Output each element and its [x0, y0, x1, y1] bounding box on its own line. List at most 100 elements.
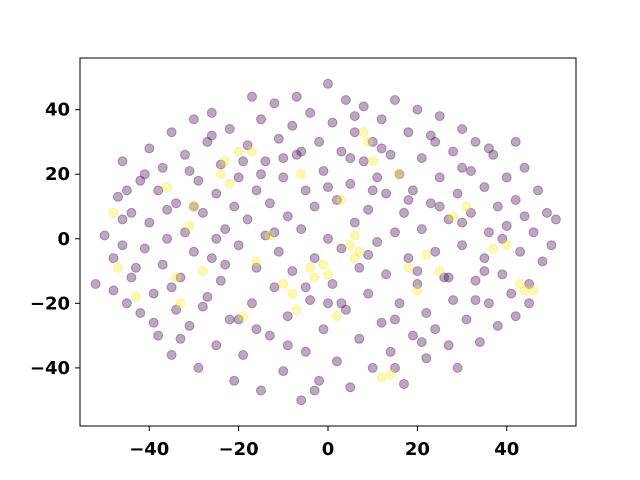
scatter-point [175, 298, 186, 309]
scatter-point [407, 330, 418, 341]
scatter-point [309, 385, 320, 396]
scatter-point [474, 337, 485, 348]
scatter-point [448, 295, 459, 306]
scatter-point [144, 217, 155, 228]
scatter-point [345, 382, 356, 393]
scatter-point [175, 333, 186, 344]
scatter-point [524, 279, 535, 289]
scatter-point [340, 304, 351, 315]
scatter-point [121, 185, 132, 196]
scatter-point [197, 266, 208, 277]
scatter-point [153, 330, 164, 341]
scatter-point [148, 317, 159, 328]
scatter-point [443, 214, 454, 225]
scatter-point [466, 207, 476, 218]
scatter-point [193, 175, 204, 186]
scatter-point [403, 127, 414, 138]
scatter-point [421, 353, 432, 364]
scatter-point [515, 246, 526, 257]
scatter-point [157, 259, 168, 270]
scatter-point [457, 240, 468, 251]
scatter-point [524, 298, 535, 309]
scatter-point [336, 195, 347, 205]
scatter-point [162, 204, 173, 215]
scatter-point [113, 262, 123, 273]
x-axis-ticks: −40 −20 0 20 40 [129, 426, 519, 460]
scatter-point [448, 146, 459, 157]
scatter-point [233, 172, 244, 183]
scatter-point [171, 272, 182, 283]
scatter-point [238, 350, 249, 360]
scatter-point [323, 182, 333, 193]
scatter-point [184, 166, 195, 176]
scatter-point [305, 107, 316, 118]
scatter-point [434, 266, 445, 277]
scatter-point [367, 185, 378, 196]
scatter-point [390, 95, 400, 105]
scatter-point [372, 172, 383, 183]
scatter-point [157, 162, 168, 173]
scatter-point [121, 298, 132, 309]
y-tick-label: 40 [45, 100, 70, 121]
scatter-point [278, 153, 289, 164]
scatter-point [309, 253, 320, 264]
scatter-point [479, 253, 490, 264]
scatter-point [264, 330, 275, 341]
scatter-point [108, 207, 119, 218]
scatter-point [126, 272, 137, 283]
scatter-point [130, 262, 141, 273]
scatter-point [296, 146, 307, 157]
x-tick-label: 20 [405, 439, 430, 460]
scatter-point [336, 298, 347, 309]
scatter-point [533, 185, 543, 196]
scatter-point [483, 227, 494, 238]
scatter-point [470, 295, 481, 306]
scatter-point [323, 233, 333, 244]
scatter-point [188, 114, 199, 125]
scatter-point [233, 240, 244, 251]
scatter-point [412, 285, 423, 296]
scatter-point [251, 324, 262, 335]
scatter-point [354, 262, 365, 273]
scatter-point [340, 95, 351, 105]
scatter-point [113, 191, 123, 202]
scatter-point [412, 266, 423, 277]
scatter-point [376, 372, 387, 383]
scatter-point [510, 136, 521, 147]
scatter-point [233, 314, 244, 325]
scatter-point [314, 375, 325, 386]
scatter-point [358, 156, 369, 167]
scatter-point [269, 98, 280, 109]
scatter-point [331, 356, 342, 367]
scatter-point [403, 262, 414, 273]
scatter-point [488, 149, 499, 160]
scatter-point [90, 279, 101, 289]
scatter-point [403, 195, 414, 205]
y-tick-label: 20 [45, 164, 70, 185]
scatter-point [166, 282, 177, 293]
scatter-point [242, 140, 253, 151]
scatter-point [416, 153, 427, 164]
scatter-point [394, 169, 405, 180]
scatter-point [300, 282, 311, 293]
scatter-point [202, 291, 213, 302]
scatter-point [184, 320, 195, 331]
scatter-point [363, 249, 374, 260]
scatter-point [188, 201, 199, 212]
scatter-point [260, 230, 271, 241]
scatter-point [229, 201, 240, 212]
scatter-point [394, 298, 405, 309]
scatter-point [501, 220, 512, 231]
scatter-point [323, 78, 333, 89]
scatter-point [264, 230, 275, 241]
scatter-point [215, 169, 226, 180]
scatter-point [367, 362, 378, 373]
scatter-point [117, 156, 128, 167]
scatter-point [318, 259, 329, 270]
scatter-point [434, 201, 445, 212]
scatter-point [206, 107, 217, 118]
scatter-point [291, 149, 302, 160]
scatter-point [287, 266, 298, 277]
scatter-point [407, 185, 418, 196]
scatter-point [515, 279, 526, 289]
